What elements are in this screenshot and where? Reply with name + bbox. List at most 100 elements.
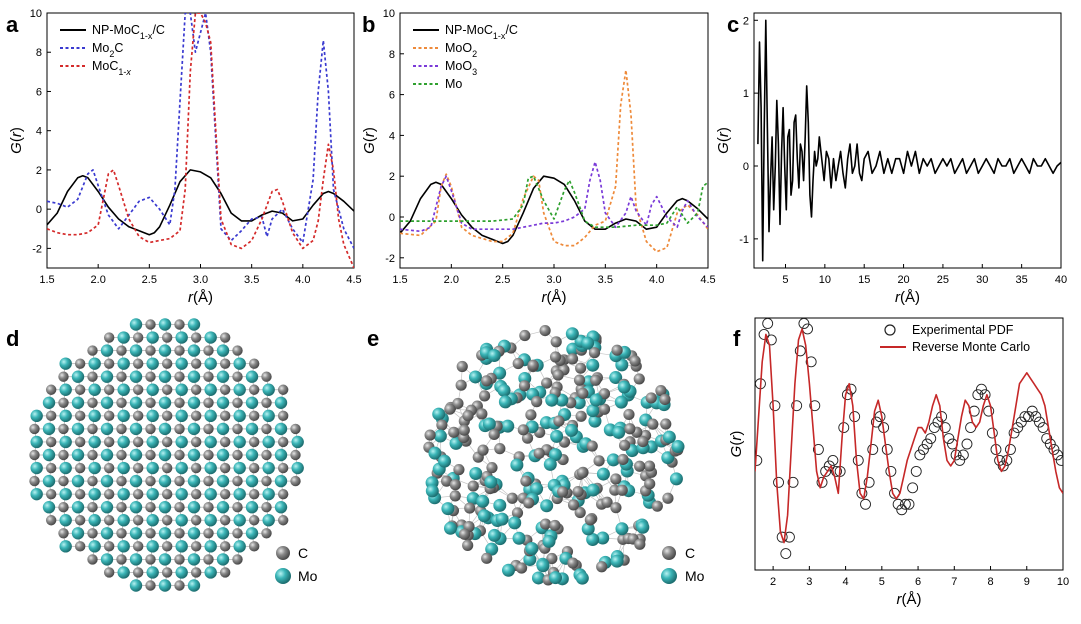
mo-atom — [525, 541, 539, 555]
c-atom — [87, 397, 98, 408]
x-tick-label: 7 — [951, 576, 957, 588]
c-atom — [552, 369, 564, 381]
data-point — [794, 345, 806, 357]
y-axis-label: G(r) — [728, 431, 745, 458]
mo-atom — [146, 409, 159, 423]
mo-atom — [501, 563, 515, 577]
c-atom — [277, 436, 289, 448]
c-atom — [174, 580, 185, 591]
x-tick-label: 3.5 — [598, 274, 613, 286]
mo-atom — [59, 383, 72, 396]
c-atom — [553, 415, 565, 427]
mo-atom — [441, 502, 455, 516]
c-atom — [203, 475, 214, 487]
c-atom — [174, 319, 185, 330]
legend-label: MoC1-x — [92, 59, 131, 77]
mo-atom — [550, 429, 564, 443]
data-point — [914, 449, 926, 461]
mo-atom — [187, 318, 201, 331]
mo-atom — [187, 422, 201, 436]
mo-atom — [204, 409, 217, 423]
data-point — [910, 465, 922, 477]
x-axis-label: r(Å) — [897, 591, 922, 608]
mo-atom — [146, 566, 159, 579]
c-atom — [588, 347, 601, 359]
mo-atom — [581, 522, 595, 536]
data-point — [892, 498, 904, 510]
mo-atom — [175, 461, 188, 475]
data-point — [1026, 405, 1038, 417]
mo-atom — [71, 527, 85, 540]
c-atom — [103, 358, 115, 369]
c-atom — [575, 410, 587, 422]
c-atom — [103, 515, 115, 526]
c-atom — [531, 396, 543, 408]
mo-atom — [536, 559, 550, 573]
legend: Experimental PDF Reverse Monte Carlo — [880, 323, 1030, 354]
mo-atom — [204, 461, 217, 475]
data-point — [863, 476, 875, 488]
c-atom — [637, 436, 649, 448]
mo-atom — [100, 501, 114, 514]
legend-label: MoO2 — [445, 41, 477, 59]
series-line-2 — [400, 161, 708, 233]
legend-c-atom-icon — [276, 546, 290, 560]
c-atom — [539, 518, 552, 530]
c-atom — [58, 449, 69, 461]
x-tick-label: 3.5 — [244, 274, 259, 286]
mo-atom — [175, 383, 188, 396]
c-atom — [145, 397, 156, 408]
mo-atom — [117, 357, 130, 370]
mo-atom — [540, 499, 554, 513]
c-atom — [203, 554, 214, 565]
mo-atom — [187, 344, 201, 357]
c-atom — [58, 423, 69, 435]
c-atom — [219, 332, 231, 343]
c-atom — [248, 358, 260, 369]
mo-atom — [233, 540, 246, 553]
crystal-structure-d — [29, 318, 304, 592]
mo-atom — [245, 527, 259, 540]
c-atom — [103, 332, 115, 343]
legend-mo-label: Mo — [685, 568, 705, 584]
mo-atom — [510, 458, 524, 472]
c-atom — [190, 541, 202, 552]
mo-atom — [129, 396, 143, 409]
mo-atom — [233, 409, 246, 423]
x-tick-label: 10 — [819, 274, 831, 286]
c-atom — [659, 393, 671, 406]
c-atom — [458, 424, 470, 436]
mo-atom — [129, 579, 143, 592]
c-atom — [623, 408, 635, 421]
c-atom — [486, 462, 498, 474]
x-tick-label: 2.5 — [142, 274, 157, 286]
mo-atom — [586, 533, 600, 547]
mo-atom — [129, 318, 143, 331]
c-atom — [87, 528, 98, 539]
mo-atom — [575, 571, 589, 585]
data-point — [816, 476, 828, 488]
mo-atom — [146, 357, 159, 370]
mo-atom — [100, 396, 114, 409]
c-atom — [116, 502, 127, 513]
y-tick-label: -1 — [739, 234, 749, 246]
data-point — [1030, 411, 1042, 423]
mo-atom — [589, 393, 603, 407]
x-tick-label: 1.5 — [39, 274, 54, 286]
c-atom — [462, 410, 474, 422]
c-atom — [219, 358, 231, 369]
data-point — [1012, 422, 1024, 434]
mo-atom — [71, 474, 85, 488]
data-point — [870, 416, 882, 428]
c-atom — [174, 449, 185, 461]
c-atom — [103, 488, 115, 500]
data-point — [932, 416, 944, 428]
mo-atom — [291, 435, 304, 449]
legend-c-label: C — [685, 545, 695, 561]
c-atom — [219, 567, 231, 578]
mo-atom — [88, 540, 101, 553]
chart-a: 1.5 2.0 2.5 3.0 3.5 4.0 4.5 -2 0 2 4 6 8 10 r(Å) G(r) NP… — [8, 8, 362, 306]
mo-atom — [42, 474, 56, 488]
y-tick-label: 4 — [36, 126, 42, 138]
c-atom — [132, 567, 144, 578]
